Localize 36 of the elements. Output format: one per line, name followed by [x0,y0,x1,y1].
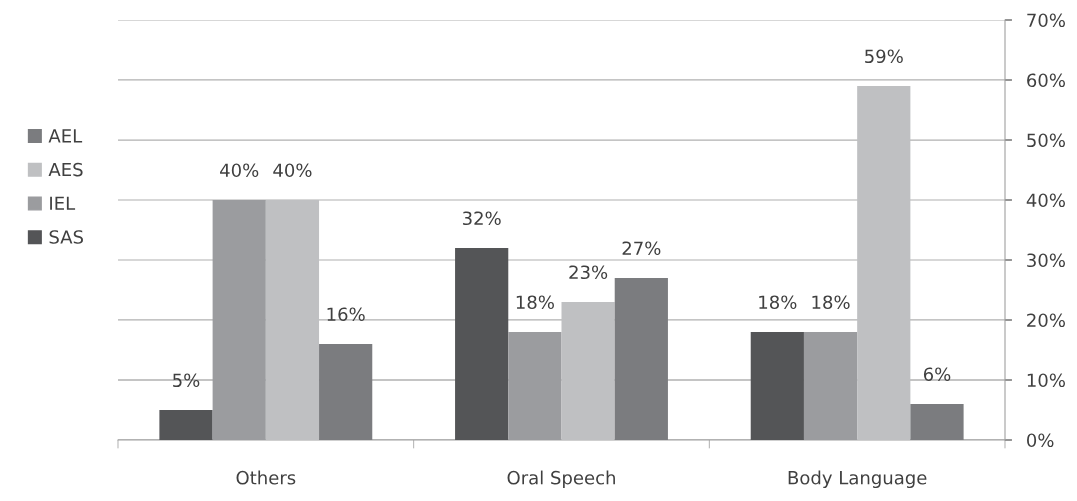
bar [159,410,213,440]
legend-label: AES [48,162,83,177]
bar [561,302,615,440]
text: 40% [273,163,312,178]
legend-label: IEL [50,196,76,210]
text: 5% [173,373,200,388]
legend-label: SAS [49,230,83,244]
text: 27% [622,241,661,256]
bar [265,200,320,440]
y-tick-label: 0% [1027,433,1054,448]
text: 18% [516,295,554,310]
y-tick-label: 70% [1027,13,1065,28]
text: 6% [923,367,951,382]
bar [614,278,668,440]
text: 40% [220,163,259,178]
y-tick-label: 50% [1027,133,1065,148]
bar [750,332,804,440]
text: 23% [569,265,608,280]
bar [857,86,911,440]
bar [455,248,509,440]
text: 59% [865,49,903,64]
x-tick-label: Others [236,470,296,485]
x-tick-label: Body Language [788,470,927,489]
text: 16% [327,307,365,322]
y-tick-label: 20% [1027,313,1065,328]
legend-label: AEL [48,129,83,143]
y-tick-label: 10% [1027,373,1065,388]
y-tick-label: 40% [1026,193,1065,208]
bar [910,404,964,440]
y-tick-label: 60% [1027,73,1065,88]
bar [319,344,373,440]
text: 18% [759,295,797,310]
x-tick-label: Oral Speech [507,470,615,489]
text: 32% [462,211,501,226]
y-tick-label: 30% [1027,253,1065,268]
text: 18% [812,295,850,310]
